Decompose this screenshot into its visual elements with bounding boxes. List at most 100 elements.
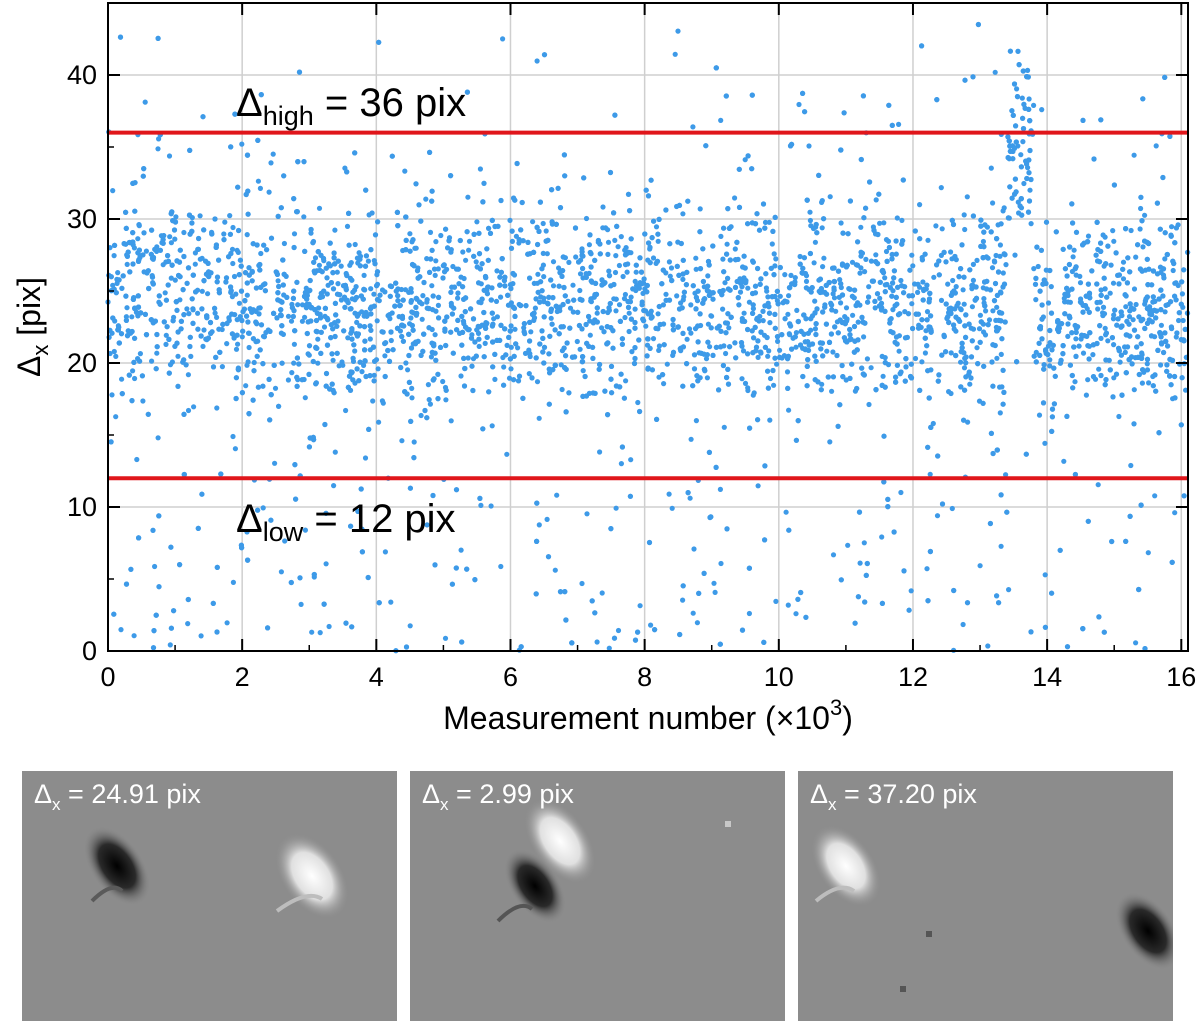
data-point (294, 209, 300, 215)
data-point (717, 486, 724, 492)
data-point (648, 177, 654, 183)
data-point (527, 338, 533, 344)
data-point (656, 303, 662, 310)
data-point (820, 309, 826, 315)
data-point (310, 240, 316, 246)
data-point (902, 378, 908, 384)
data-point (554, 492, 560, 498)
data-point (992, 280, 999, 287)
data-point (1102, 286, 1108, 292)
data-point (917, 202, 923, 208)
data-point (123, 314, 129, 320)
data-point (752, 324, 758, 330)
data-point (1154, 271, 1161, 277)
data-point (254, 353, 260, 359)
data-point (958, 384, 964, 390)
data-point (796, 101, 802, 108)
data-point (246, 265, 252, 271)
data-point (1142, 325, 1148, 332)
data-point (311, 571, 317, 578)
data-point (980, 400, 986, 406)
data-point (680, 297, 686, 303)
data-point (328, 322, 334, 328)
data-point (354, 319, 360, 325)
data-point (1005, 134, 1011, 140)
data-point (943, 301, 949, 307)
data-point (707, 344, 713, 350)
data-point (1138, 194, 1144, 200)
data-point (258, 250, 264, 257)
data-point (625, 304, 632, 310)
data-point (193, 289, 199, 295)
data-point (1049, 347, 1055, 353)
data-point (332, 261, 338, 267)
data-point (257, 267, 263, 273)
data-point (160, 240, 166, 246)
data-point (347, 306, 353, 312)
data-point (882, 360, 888, 366)
data-point (285, 313, 292, 319)
data-point (400, 338, 406, 344)
data-point (349, 624, 355, 630)
data-point (1098, 372, 1104, 379)
data-point (323, 265, 329, 271)
data-point (830, 349, 836, 355)
data-point (720, 256, 726, 262)
data-point (1111, 238, 1117, 244)
data-point (573, 254, 579, 260)
data-point (139, 373, 145, 379)
data-point (625, 191, 632, 197)
data-point (174, 307, 180, 313)
data-point (978, 243, 984, 249)
data-point (736, 302, 742, 308)
data-point (1025, 67, 1031, 73)
data-point (531, 310, 537, 316)
data-point (1098, 248, 1104, 254)
data-point (980, 238, 987, 245)
data-point (1067, 244, 1073, 250)
data-point (884, 281, 890, 288)
data-point (597, 251, 603, 257)
data-point (808, 316, 814, 322)
data-point (251, 368, 257, 374)
data-point (693, 418, 700, 424)
data-point (664, 361, 670, 367)
data-point (253, 308, 259, 314)
data-point (976, 326, 983, 332)
data-point (411, 263, 417, 269)
data-point (390, 347, 396, 353)
data-point (1137, 266, 1143, 272)
data-point (1157, 330, 1163, 336)
data-point (1020, 68, 1026, 74)
data-point (632, 637, 639, 643)
data-point (619, 336, 626, 342)
data-point (710, 243, 716, 249)
data-point (1077, 280, 1084, 286)
data-point (260, 361, 266, 367)
data-point (175, 329, 181, 335)
data-point (983, 308, 989, 314)
data-point (721, 424, 727, 430)
data-point (627, 208, 633, 214)
data-point (655, 231, 661, 237)
data-point (886, 102, 892, 108)
data-point (234, 317, 240, 323)
data-point (700, 278, 707, 285)
data-point (934, 262, 940, 268)
data-point (301, 159, 307, 165)
data-point (684, 361, 690, 367)
data-point (285, 377, 291, 383)
data-point (767, 375, 774, 382)
data-point (469, 363, 475, 369)
data-point (847, 198, 854, 204)
data-point (299, 377, 305, 383)
data-point (1116, 413, 1122, 420)
data-point (223, 275, 230, 281)
data-point (409, 309, 415, 315)
data-point (130, 261, 136, 267)
data-point (109, 392, 115, 398)
data-point (420, 293, 426, 299)
data-point (743, 280, 749, 286)
data-point (1152, 493, 1158, 499)
data-point (641, 276, 647, 282)
